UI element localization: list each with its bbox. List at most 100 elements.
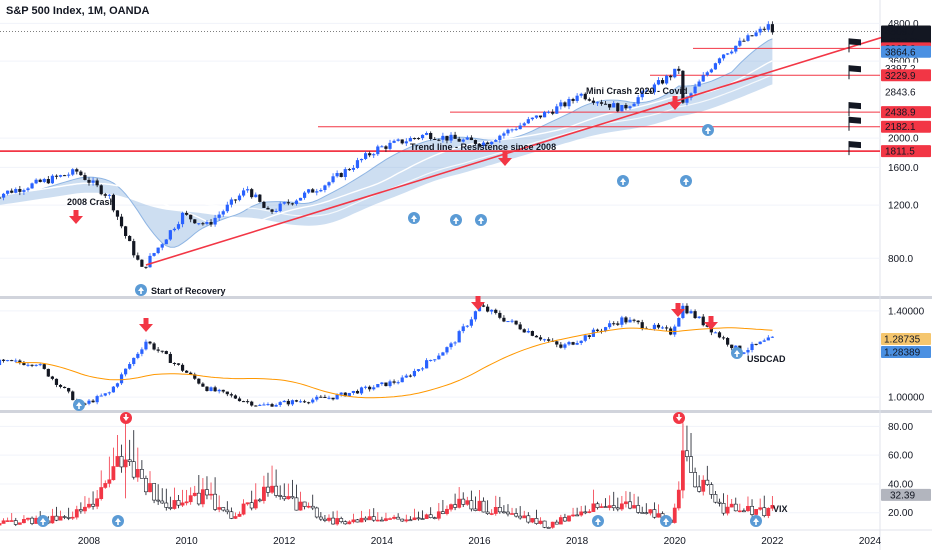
vix-candle [205, 489, 209, 496]
vix-candle [685, 450, 689, 457]
spx-candle [640, 91, 644, 98]
vix-candle [762, 507, 767, 516]
usdcad-candle [636, 320, 640, 323]
usdcad-candle [30, 364, 34, 366]
usdcad-candle [730, 344, 734, 349]
arrow-down-stem [475, 296, 481, 303]
spx-candle [160, 244, 164, 248]
arrow-up-icon [475, 214, 487, 226]
usdcad-candle [632, 319, 636, 321]
arrow-down-icon [668, 96, 682, 110]
spx-candle [54, 175, 59, 177]
usdcad-candle [628, 319, 632, 323]
spx-candle [6, 190, 10, 194]
spx-candle [742, 40, 746, 42]
vix-candle [217, 507, 222, 510]
vix-candle [497, 507, 502, 513]
arrow-stem [42, 521, 44, 525]
usdcad-candle [652, 324, 657, 329]
spx-candle [563, 102, 567, 107]
arrow-down-stem [502, 152, 508, 159]
usdcad-candle [469, 319, 473, 326]
vix-candle [388, 518, 392, 520]
usdcad-candle [449, 343, 453, 348]
vix-candle [742, 510, 746, 513]
spx-candle [396, 139, 400, 141]
spx-candle [392, 140, 396, 143]
vix-candle [30, 517, 34, 524]
price-label-text: 2843.6 [885, 87, 916, 98]
spx-candle [351, 167, 356, 170]
spx-candle [168, 230, 172, 240]
spx-candle [636, 97, 640, 104]
usdcad-candle [750, 343, 754, 351]
spx-candle [91, 180, 95, 183]
spx-candle [331, 176, 335, 183]
vix-candle [709, 484, 714, 495]
usdcad-candle [42, 364, 46, 369]
arrow-up-icon [660, 515, 672, 527]
x-tick-label: 2018 [566, 536, 589, 547]
price-label-text: 4509.7 [885, 27, 916, 38]
usdcad-candle [559, 344, 563, 348]
usdcad-candle [595, 329, 600, 331]
vix-candle [278, 495, 283, 497]
vix-candle [697, 486, 702, 492]
vix-candle [656, 513, 661, 518]
spx-candle [477, 143, 482, 146]
spx-candle [315, 191, 319, 193]
x-tick-label: 2016 [468, 536, 491, 547]
vix-series [0, 423, 775, 529]
usdcad-candle [506, 321, 510, 323]
usdcad-candle [1, 359, 6, 361]
usdcad-candle [571, 342, 575, 345]
spx-candle [726, 53, 730, 55]
vix-candle [766, 507, 771, 516]
vix-candle [371, 516, 376, 521]
usdcad-candle [384, 382, 388, 387]
arrow-glyph [663, 518, 669, 522]
y-tick-label: 3600.0 [888, 57, 919, 68]
vix-candle [733, 503, 738, 512]
spx-candle [46, 178, 50, 184]
vix-candle [91, 503, 95, 507]
usdcad-candle [665, 327, 669, 329]
vix-candle [83, 506, 87, 512]
vix-candle [241, 503, 246, 515]
vix-candle [78, 509, 83, 512]
vix-candle [453, 504, 457, 508]
vix-candle [139, 469, 144, 479]
y-tick-label: 800.0 [888, 254, 913, 265]
usdcad-ma [15, 327, 773, 399]
spx-candle [416, 138, 421, 140]
spx-candle [278, 203, 282, 212]
spx-candle [660, 80, 665, 84]
spx-candle [433, 138, 437, 140]
vix-candle [440, 511, 445, 514]
spx-candle [128, 235, 132, 242]
spx-candle [18, 189, 22, 192]
usdcad-candle [359, 387, 364, 394]
usdcad-candle [351, 390, 356, 393]
vix-candle [306, 505, 311, 508]
vix-candle [249, 502, 254, 509]
usdcad-candle [685, 305, 689, 314]
usdcad-candle [278, 402, 282, 405]
usdcad-candle [530, 331, 534, 336]
usdcad-candle [107, 392, 111, 394]
vix-candle [538, 520, 543, 524]
usdcad-candle [693, 311, 697, 319]
vix-candle [404, 519, 409, 522]
spx-candle [754, 32, 758, 37]
usdcad-candle [408, 375, 412, 377]
vix-candle [323, 518, 327, 521]
vix-candle [676, 489, 681, 509]
spx-candle [652, 84, 657, 93]
vix-candle [599, 506, 604, 508]
usdcad-candle [538, 337, 543, 340]
price-label-bg [881, 488, 931, 501]
usdcad-candle [258, 404, 262, 406]
spx-candle [648, 90, 652, 93]
vix-candle [619, 503, 624, 510]
spx-candle [319, 190, 323, 192]
